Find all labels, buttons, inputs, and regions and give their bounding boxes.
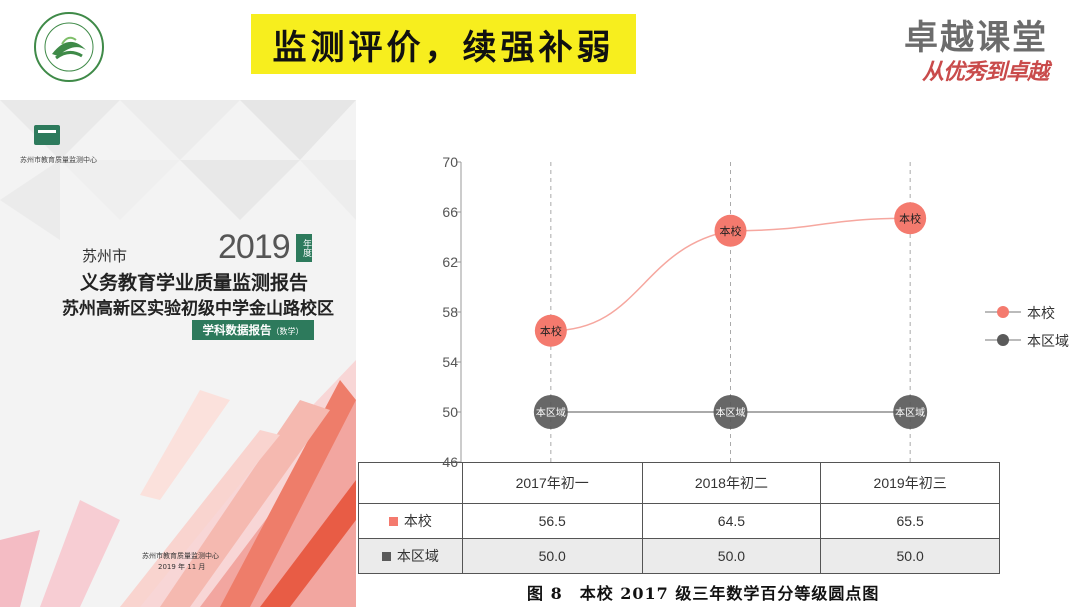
data-point-school	[534, 314, 567, 347]
brand-title: 卓越课堂	[904, 18, 1048, 58]
legend-item-school: 本校	[985, 300, 1080, 324]
slide-title: 监测评价，续强补弱	[272, 27, 615, 68]
data-point-school	[894, 202, 927, 235]
data-point-label: 本区域	[895, 406, 925, 419]
data-point-label: 本校	[720, 224, 742, 238]
cover-year: 2019	[218, 228, 291, 266]
y-tick-label: 58	[442, 304, 458, 320]
data-point-school	[714, 214, 747, 247]
table-header-cell: 2017年初一	[461, 462, 643, 504]
cover-footer-org: 苏州市教育质量监测中心	[142, 552, 219, 560]
cover-badge-label: 学科数据报告	[202, 323, 272, 337]
table-cell: 56.5	[461, 503, 643, 539]
chart-legend: 本校 本区域	[985, 300, 1080, 356]
y-tick-label: 66	[442, 204, 458, 220]
y-tick-label: 50	[442, 404, 458, 420]
table-cell: 50.0	[641, 538, 822, 574]
report-cover: 苏州市教育质量监测中心 苏州市 2019 年度 义务教育学业质量监测报告 苏州高…	[0, 100, 356, 607]
y-tick-label: 70	[442, 154, 458, 170]
data-point-label: 本区域	[716, 406, 746, 419]
figure-caption: 图 8 本校 2017 级三年数学百分等级圆点图	[527, 584, 880, 603]
school-logo	[34, 12, 104, 82]
table-header-cell: 2019年初三	[820, 462, 1000, 504]
table-header-cell: 2018年初二	[641, 462, 822, 504]
table-row: 本校 56.5 64.5 65.5	[358, 503, 1000, 539]
cover-report-title: 义务教育学业质量监测报告	[80, 272, 309, 294]
data-point-label: 本区域	[536, 406, 566, 419]
row-label-region: 本区域	[396, 548, 439, 564]
table-cell: 65.5	[820, 503, 1000, 539]
table-row-label: 本区域	[358, 538, 463, 574]
data-point-region	[893, 395, 928, 429]
brand-slogan: 从优秀到卓越	[921, 60, 1049, 85]
logo-emblem-icon	[44, 22, 94, 72]
row-label-school: 本校	[403, 513, 432, 529]
cover-footer-date: 2019 年 11 月	[158, 563, 206, 571]
data-point-label: 本校	[899, 211, 921, 225]
legend-dot-school	[997, 306, 1009, 318]
table-row-label: 本校	[358, 503, 463, 539]
data-point-region	[713, 395, 748, 429]
swatch-school	[388, 517, 398, 526]
cover-book-icon	[34, 125, 60, 145]
cover-school-name: 苏州高新区实验初级中学金山路校区	[62, 299, 334, 319]
swatch-region	[381, 552, 391, 561]
table-cell: 50.0	[461, 538, 643, 574]
y-tick-label: 62	[442, 254, 458, 270]
legend-label-school: 本校	[1027, 306, 1055, 322]
table-row: 本区域 50.0 50.0 50.0	[358, 538, 1000, 574]
cover-year-tag: 年度	[296, 234, 312, 262]
slide-title-box: 监测评价，续强补弱	[251, 14, 636, 74]
data-point-label: 本校	[540, 324, 562, 338]
table-header-row: 2017年初一 2018年初二 2019年初三	[358, 462, 1000, 504]
legend-dot-region	[997, 334, 1009, 346]
table-header-cell	[358, 462, 463, 504]
y-tick-label: 54	[442, 354, 458, 370]
table-cell: 64.5	[641, 503, 822, 539]
table-cell: 50.0	[820, 538, 1000, 574]
legend-label-region: 本区域	[1027, 334, 1069, 350]
legend-item-region: 本区域	[985, 328, 1080, 352]
cover-org-name: 苏州市教育质量监测中心	[20, 156, 97, 164]
data-point-region	[533, 395, 568, 429]
data-table: 2017年初一 2018年初二 2019年初三 本校 56.5 64.5 65.…	[358, 462, 1000, 574]
brand-block: 卓越课堂 从优秀到卓越	[904, 18, 1049, 88]
cover-city: 苏州市	[82, 247, 128, 265]
cover-subject-badge: 学科数据报告（数学）	[192, 320, 314, 340]
cover-badge-subject: （数学）	[271, 327, 304, 336]
cover-background-graphic	[0, 100, 356, 607]
